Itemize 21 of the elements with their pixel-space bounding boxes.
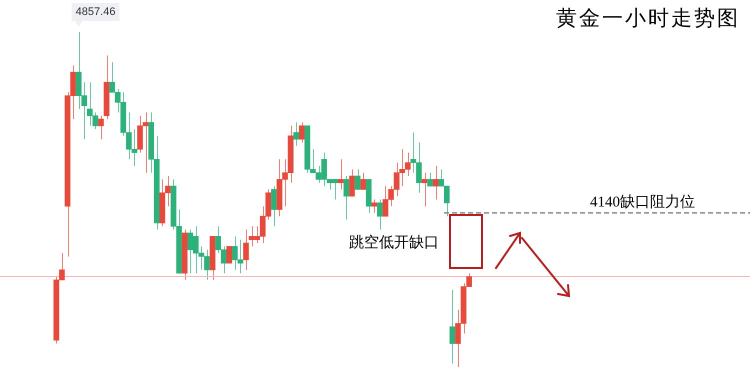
candlestick: [243, 229, 249, 270]
candlestick: [98, 115, 104, 140]
candlestick: [293, 122, 300, 146]
candlestick: [360, 172, 366, 190]
candlestick: [344, 176, 350, 220]
candlestick: [354, 168, 360, 190]
candlestick: [371, 199, 378, 214]
candlestick: [432, 166, 438, 200]
candlestick: [427, 172, 433, 187]
candlestick: [349, 168, 355, 197]
text: 黄金一小时走势图: [556, 5, 740, 32]
candlestick: [450, 289, 456, 364]
candlestick: [298, 122, 305, 144]
candlestick: [226, 246, 232, 264]
candlestick: [377, 199, 383, 230]
ref-line-label: 4140缺口阻力位: [590, 193, 695, 210]
candlestick: [338, 158, 344, 190]
candlestick: [422, 172, 428, 207]
annotation: 跳空低开缺口: [349, 234, 440, 251]
candlestick: [271, 186, 277, 227]
text: 4857.46: [76, 6, 116, 18]
